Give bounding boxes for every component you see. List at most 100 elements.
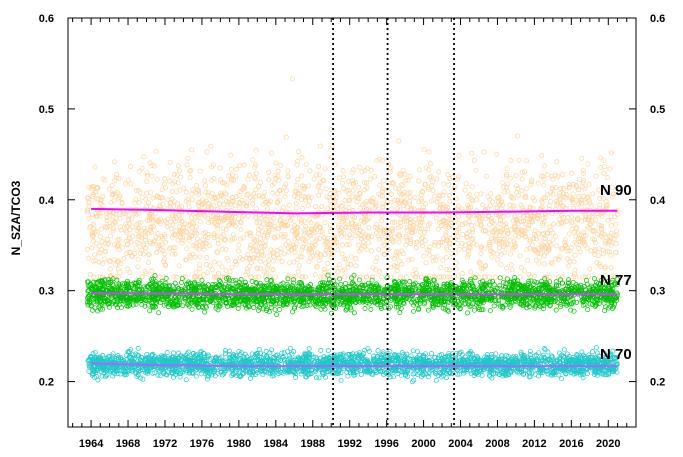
data-point	[469, 184, 475, 190]
data-point	[149, 268, 155, 274]
data-point	[401, 203, 407, 209]
data-point	[443, 232, 449, 238]
data-point	[439, 205, 445, 210]
data-point	[393, 185, 398, 191]
data-point	[172, 251, 178, 257]
data-point	[416, 199, 422, 205]
data-point	[272, 307, 278, 313]
data-point	[324, 194, 330, 200]
data-point	[441, 189, 447, 195]
data-point	[550, 237, 556, 243]
data-point	[524, 246, 530, 252]
data-point	[332, 240, 337, 245]
data-point	[597, 196, 603, 201]
data-point	[395, 225, 401, 231]
data-point	[532, 228, 538, 234]
data-point	[254, 220, 260, 225]
data-point	[368, 307, 374, 312]
data-point	[438, 265, 444, 271]
data-point	[126, 216, 132, 222]
data-point	[160, 259, 166, 265]
data-point	[147, 189, 153, 195]
data-point	[127, 269, 133, 275]
data-point	[84, 246, 90, 252]
data-point	[418, 229, 424, 235]
data-point	[112, 159, 117, 165]
data-point	[259, 228, 265, 234]
data-point	[571, 181, 577, 187]
data-point	[529, 177, 535, 183]
data-point	[524, 186, 529, 192]
data-point	[247, 256, 253, 262]
data-point	[119, 200, 125, 205]
data-point	[602, 308, 608, 314]
data-point	[378, 218, 384, 224]
data-point	[85, 207, 91, 213]
data-point	[258, 252, 264, 258]
data-point	[228, 152, 234, 158]
data-point	[574, 299, 580, 305]
data-point	[271, 215, 277, 221]
data-point	[444, 245, 450, 251]
data-point	[270, 249, 276, 255]
data-point	[552, 172, 558, 178]
data-point	[348, 307, 354, 313]
data-point	[258, 241, 264, 246]
data-point	[301, 218, 307, 224]
data-point	[374, 158, 380, 164]
data-point	[565, 215, 571, 221]
data-point	[253, 187, 259, 193]
data-point	[92, 258, 98, 263]
data-point	[248, 230, 254, 236]
data-point	[274, 200, 280, 205]
data-point	[181, 274, 187, 280]
data-point	[263, 238, 269, 244]
data-point	[397, 310, 403, 316]
data-point	[396, 239, 402, 245]
data-point	[294, 257, 300, 263]
data-point	[432, 242, 438, 248]
data-point	[562, 239, 567, 245]
data-point	[309, 243, 315, 249]
data-point	[398, 224, 403, 229]
data-point	[583, 200, 588, 206]
data-point	[503, 281, 509, 287]
data-point	[478, 191, 484, 197]
data-point	[447, 176, 453, 181]
data-point	[426, 149, 432, 155]
data-point	[558, 219, 564, 225]
data-point	[112, 242, 118, 248]
data-point	[519, 169, 525, 175]
data-point	[354, 224, 360, 230]
data-point	[296, 263, 302, 268]
data-point	[377, 225, 383, 231]
data-point	[421, 213, 426, 219]
data-point	[480, 202, 486, 208]
data-point	[333, 265, 339, 271]
data-point	[252, 175, 258, 181]
data-point	[106, 186, 112, 192]
data-point	[147, 217, 152, 223]
data-point	[607, 166, 613, 172]
data-point	[133, 196, 139, 202]
data-point	[419, 219, 425, 225]
data-point	[289, 76, 295, 82]
data-point	[492, 274, 498, 280]
data-point	[339, 242, 345, 248]
data-point	[569, 170, 575, 176]
data-point	[110, 210, 116, 216]
data-point	[110, 221, 116, 227]
data-point	[555, 173, 561, 179]
data-point	[205, 270, 211, 276]
data-point	[550, 191, 556, 197]
data-point	[237, 279, 243, 285]
data-point	[175, 237, 181, 243]
data-point	[407, 174, 413, 179]
data-point	[586, 182, 592, 188]
data-point	[446, 308, 451, 314]
data-point	[228, 201, 234, 207]
data-point	[342, 256, 348, 262]
data-point	[525, 225, 531, 231]
data-point	[502, 189, 508, 195]
data-point	[424, 247, 430, 253]
